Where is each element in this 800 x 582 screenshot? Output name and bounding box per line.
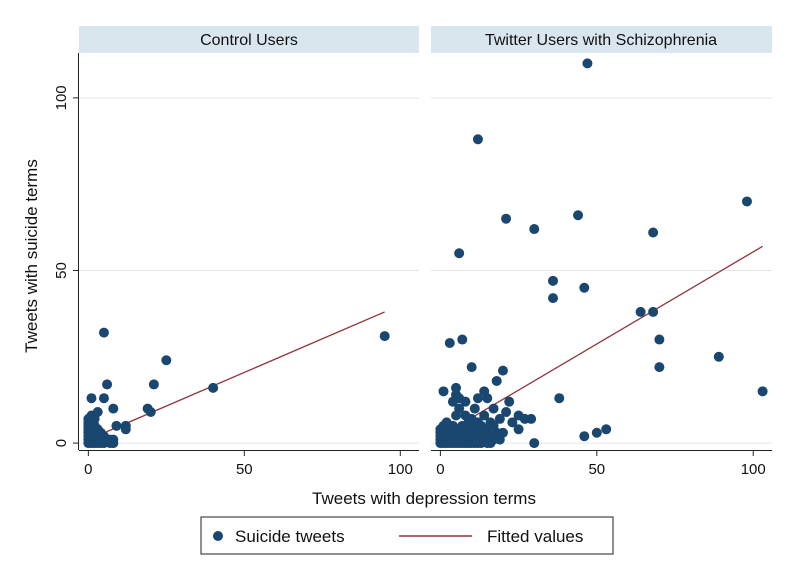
data-point-control-49 (379, 331, 390, 342)
x-tick-label-control-50: 50 (236, 461, 253, 478)
data-point-control-39 (108, 434, 119, 445)
data-point-schizophrenia-105 (635, 306, 646, 317)
x-tick-label-control-100: 100 (388, 461, 413, 478)
y-axis: 0 50 100 (53, 53, 79, 450)
data-point-control-40 (108, 403, 119, 414)
panel-strip-control (79, 26, 419, 53)
legend-label-suicide-tweets: Suicide tweets (235, 527, 345, 546)
data-point-schizophrenia-109 (654, 334, 665, 345)
data-point-schizophrenia-84 (497, 427, 508, 438)
data-point-schizophrenia-89 (507, 417, 518, 428)
data-point-schizophrenia-93 (526, 413, 537, 424)
data-point-control-46 (148, 379, 159, 390)
panel-control-users: Control Users 0 50 100 0 50 100 (53, 26, 419, 478)
data-point-schizophrenia-112 (757, 386, 768, 397)
data-point-schizophrenia-104 (601, 424, 612, 435)
data-point-schizophrenia-94 (529, 438, 540, 449)
points-control (83, 327, 390, 449)
data-point-schizophrenia-62 (472, 393, 483, 404)
data-point-schizophrenia-19 (444, 337, 455, 348)
panel-strip-schizophrenia (431, 26, 772, 53)
data-point-schizophrenia-103 (591, 427, 602, 438)
data-point-schizophrenia-10 (438, 386, 449, 397)
data-point-schizophrenia-98 (554, 393, 565, 404)
x-tick-label-schizophrenia-0: 0 (436, 461, 444, 478)
data-point-control-47 (161, 355, 172, 366)
x-axis-title: Tweets with depression terms (312, 489, 536, 508)
data-point-schizophrenia-96 (548, 293, 559, 304)
x-tick-label-schizophrenia-100: 100 (741, 461, 766, 478)
data-point-control-15 (86, 393, 97, 404)
data-point-schizophrenia-33 (454, 403, 465, 414)
data-point-schizophrenia-54 (466, 362, 477, 373)
data-point-schizophrenia-106 (648, 306, 659, 317)
x-axis-control: 0 50 100 (79, 450, 419, 478)
x-tick-label-schizophrenia-50: 50 (588, 461, 605, 478)
data-point-schizophrenia-83 (494, 413, 505, 424)
data-point-schizophrenia-45 (460, 396, 471, 407)
legend-marker-suicide-tweets (213, 531, 223, 541)
data-point-schizophrenia-99 (573, 210, 584, 221)
data-point-schizophrenia-95 (529, 224, 540, 235)
legend-label-fitted-values: Fitted values (487, 527, 583, 546)
data-point-schizophrenia-40 (457, 334, 468, 345)
data-point-schizophrenia-85 (497, 365, 508, 376)
data-point-schizophrenia-88 (504, 396, 515, 407)
data-point-schizophrenia-69 (479, 410, 490, 421)
data-point-schizophrenia-86 (501, 407, 512, 418)
data-point-schizophrenia-87 (501, 213, 512, 224)
data-point-schizophrenia-111 (741, 196, 752, 207)
panel-schizophrenia-users: Twitter Users with Schizophrenia 0 50 100 (431, 26, 772, 478)
data-point-schizophrenia-90 (513, 424, 524, 435)
data-point-schizophrenia-73 (482, 393, 493, 404)
data-point-control-33 (98, 327, 109, 338)
data-point-schizophrenia-108 (654, 362, 665, 373)
data-point-control-41 (111, 420, 122, 431)
gridlines-control (79, 97, 419, 444)
data-point-control-43 (120, 420, 131, 431)
data-point-schizophrenia-58 (469, 403, 480, 414)
data-point-schizophrenia-97 (548, 275, 559, 286)
data-point-control-32 (98, 393, 109, 404)
data-point-schizophrenia-102 (582, 58, 593, 69)
panel-title-schizophrenia: Twitter Users with Schizophrenia (485, 32, 717, 49)
y-tick-label-100: 100 (53, 85, 70, 110)
x-axis-schizophrenia: 0 50 100 (431, 450, 772, 478)
y-axis-title: Tweets with suicide terms (22, 159, 41, 353)
data-point-schizophrenia-79 (488, 403, 499, 414)
data-point-schizophrenia-107 (648, 227, 659, 238)
fitted-line-control (88, 311, 385, 441)
fit-line-control (88, 311, 385, 441)
data-point-schizophrenia-29 (451, 382, 462, 393)
x-tick-label-control-0: 0 (84, 461, 92, 478)
legend: Suicide tweets Fitted values (200, 516, 614, 555)
y-tick-label-50: 50 (53, 262, 70, 279)
y-tick-label-0: 0 (53, 439, 70, 447)
data-point-schizophrenia-101 (579, 282, 590, 293)
panel-title-control: Control Users (200, 32, 298, 49)
data-point-schizophrenia-81 (491, 375, 502, 386)
data-point-schizophrenia-63 (472, 134, 483, 145)
data-point-schizophrenia-100 (579, 431, 590, 442)
data-point-control-48 (208, 382, 219, 393)
data-point-control-26 (92, 407, 103, 418)
legend-box (200, 516, 614, 555)
data-point-control-35 (102, 379, 113, 390)
data-point-schizophrenia-35 (454, 248, 465, 259)
data-point-schizophrenia-110 (713, 351, 724, 362)
points-schizophrenia (435, 58, 768, 449)
data-point-control-45 (145, 407, 156, 418)
